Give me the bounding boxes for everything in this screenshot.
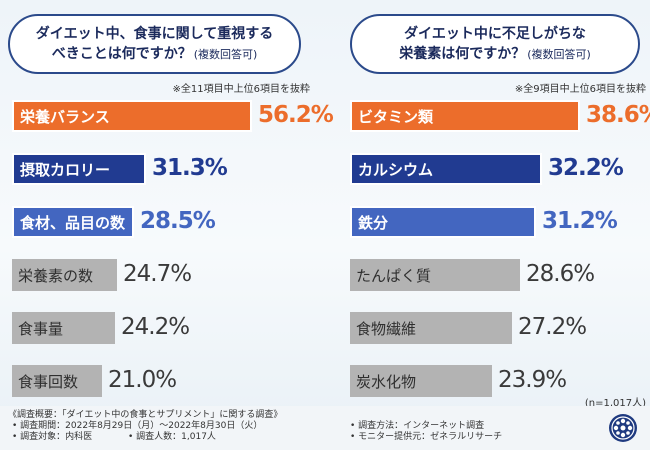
left-bar: 食材、品目の数 bbox=[12, 206, 134, 238]
left-chart-note: ※全11項目中上位6項目を抜粋 bbox=[172, 84, 310, 95]
right-bar-value: 27.2% bbox=[518, 314, 587, 340]
left-bar-label: 食事量 bbox=[18, 319, 64, 338]
left-title-line2: べきことは何ですか？ (複数回答可) bbox=[52, 44, 258, 65]
left-title-note: (複数回答可) bbox=[193, 47, 258, 61]
right-title-line2: 栄養素は何ですか？ (複数回答可) bbox=[399, 44, 591, 65]
right-bar: カルシウム bbox=[350, 153, 542, 185]
right-bar-row: 食物繊維 27.2% bbox=[350, 312, 650, 344]
left-bar-value: 24.7% bbox=[123, 261, 192, 287]
right-bar-value: 32.2% bbox=[548, 155, 624, 181]
left-bar-label: 栄養素の数 bbox=[18, 266, 94, 285]
right-bar: 鉄分 bbox=[350, 206, 536, 238]
footer-method: • 調査方法：インターネット調査 bbox=[350, 421, 485, 431]
left-bar-row: 栄養素の数 24.7% bbox=[12, 259, 322, 291]
sample-size-label: (n=1,017人) bbox=[584, 398, 646, 409]
right-chart-panel: ダイエット中に不足しがちな 栄養素は何ですか？ (複数回答可) ※全9項目中上位6… bbox=[344, 0, 650, 409]
left-bar: 食事回数 bbox=[12, 365, 102, 397]
left-title-question: べきことは何ですか？ bbox=[51, 45, 192, 62]
right-bar-label: 炭水化物 bbox=[356, 372, 417, 391]
left-bar-value: 28.5% bbox=[140, 208, 216, 234]
right-chart-title: ダイエット中に不足しがちな 栄養素は何ですか？ (複数回答可) bbox=[350, 14, 640, 74]
right-bar-label: カルシウム bbox=[358, 160, 434, 179]
left-bar: 栄養バランス bbox=[12, 100, 252, 132]
right-bar-label: 食物繊維 bbox=[356, 319, 417, 338]
right-title-note: (複数回答可) bbox=[527, 47, 591, 61]
left-bar-label: 栄養バランス bbox=[20, 107, 110, 126]
right-chart-note: ※全9項目中上位6項目を抜粋 bbox=[514, 84, 646, 95]
right-title-question: 栄養素は何ですか？ bbox=[399, 45, 526, 62]
survey-footer: 《調査概要：「ダイエット中の食事とサプリメント」に関する調査》 • 調査期間：2… bbox=[0, 406, 650, 450]
right-bar-row: 炭水化物 23.9% bbox=[350, 365, 650, 397]
company-logo-icon bbox=[609, 414, 637, 442]
right-bar: たんぱく質 bbox=[350, 259, 520, 291]
right-bar-label: ビタミン類 bbox=[358, 107, 434, 126]
footer-summary: 《調査概要：「ダイエット中の食事とサプリメント」に関する調査》 bbox=[8, 410, 283, 420]
right-bar-label: 鉄分 bbox=[358, 213, 389, 232]
footer-target: • 調査対象：内科医 bbox=[12, 432, 93, 442]
left-bar-label: 食材、品目の数 bbox=[20, 213, 126, 232]
left-bar-row: 栄養バランス 56.2% bbox=[12, 100, 334, 132]
right-bar-row: 鉄分 31.2% bbox=[350, 206, 650, 238]
footer-count: • 調査人数：1,017人 bbox=[128, 432, 216, 442]
left-chart-title: ダイエット中、食事に関して重視する べきことは何ですか？ (複数回答可) bbox=[8, 14, 301, 74]
left-bar-value: 31.3% bbox=[152, 155, 228, 181]
footer-provider: • モニター提供元：ゼネラルリサーチ bbox=[350, 432, 503, 442]
right-bar-row: ビタミン類 38.6% bbox=[350, 100, 650, 132]
footer-period: • 調査期間：2022年8月29日（月）～2022年8月30日（火） bbox=[12, 421, 263, 431]
right-title-line1: ダイエット中に不足しがちな bbox=[404, 25, 586, 42]
left-bar-row: 食事回数 21.0% bbox=[12, 365, 322, 397]
right-bar-value: 28.6% bbox=[526, 261, 595, 287]
left-bar-value: 21.0% bbox=[108, 367, 177, 393]
left-bar: 栄養素の数 bbox=[12, 259, 117, 291]
right-bar-value: 23.9% bbox=[498, 367, 567, 393]
right-bar: ビタミン類 bbox=[350, 100, 580, 132]
left-bar-row: 摂取カロリー 31.3% bbox=[12, 153, 322, 185]
left-bar-row: 食材、品目の数 28.5% bbox=[12, 206, 322, 238]
left-bar-value: 56.2% bbox=[258, 102, 334, 128]
right-bar: 食物繊維 bbox=[350, 312, 512, 344]
left-bar-label: 摂取カロリー bbox=[20, 160, 111, 179]
left-bar: 食事量 bbox=[12, 312, 115, 344]
left-bar: 摂取カロリー bbox=[12, 153, 146, 185]
left-chart-panel: ダイエット中、食事に関して重視する べきことは何ですか？ (複数回答可) ※全11… bbox=[6, 0, 334, 400]
right-bar-row: カルシウム 32.2% bbox=[350, 153, 650, 185]
left-bar-label: 食事回数 bbox=[18, 372, 79, 391]
right-bar-value: 38.6% bbox=[586, 102, 650, 128]
right-bar-value: 31.2% bbox=[542, 208, 618, 234]
left-bar-row: 食事量 24.2% bbox=[12, 312, 322, 344]
left-title-line1: ダイエット中、食事に関して重視する bbox=[35, 25, 274, 42]
right-bar-label: たんぱく質 bbox=[356, 266, 432, 285]
right-bar-row: たんぱく質 28.6% bbox=[350, 259, 650, 291]
left-bar-value: 24.2% bbox=[121, 314, 190, 340]
right-bar: 炭水化物 bbox=[350, 365, 492, 397]
